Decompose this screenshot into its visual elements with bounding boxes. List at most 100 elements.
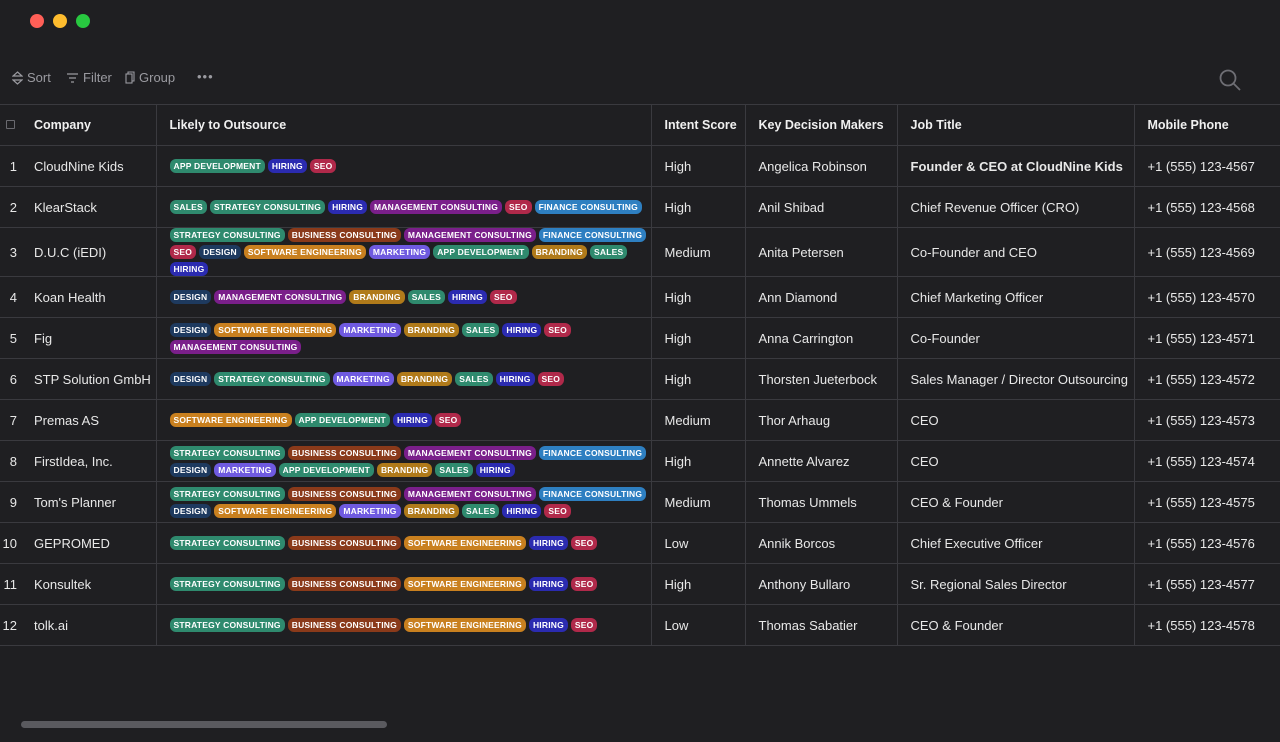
- company-cell[interactable]: Tom's Planner: [21, 481, 156, 523]
- decision-maker-cell[interactable]: Thomas Sabatier: [744, 604, 897, 646]
- intent-score-cell[interactable]: Medium: [650, 227, 745, 277]
- decision-maker-cell[interactable]: Anil Shibad: [744, 186, 897, 228]
- tags-cell[interactable]: STRATEGY CONSULTING BUSINESS CONSULTING MA…: [155, 481, 651, 523]
- tag-chip[interactable]: STRATEGY CONSULTING: [169, 228, 285, 242]
- job-title-cell[interactable]: Sr. Regional Sales Director: [896, 563, 1134, 605]
- tag-chip[interactable]: HIRING: [495, 372, 535, 386]
- tag-chip[interactable]: MARKETING: [339, 322, 401, 337]
- mobile-phone-cell[interactable]: +1 (555) 123-4577: [1133, 563, 1280, 605]
- company-cell[interactable]: Fig: [21, 317, 156, 359]
- tag-chip[interactable]: BUSINESS CONSULTING: [287, 618, 401, 632]
- tag-chip[interactable]: HIRING: [392, 413, 432, 427]
- intent-score-cell[interactable]: High: [650, 440, 745, 482]
- tag-chip[interactable]: STRATEGY CONSULTING: [214, 372, 330, 386]
- decision-maker-cell[interactable]: Anita Petersen: [744, 227, 897, 277]
- tag-chip[interactable]: HIRING: [502, 503, 542, 518]
- table-row[interactable]: 4 Koan Health DESIGN MANAGEMENT CONSULTING B…: [0, 276, 1280, 318]
- tags-cell[interactable]: APP DEVELOPMENT HIRING SEO: [155, 145, 651, 187]
- mobile-phone-cell[interactable]: +1 (555) 123-4570: [1133, 276, 1280, 318]
- job-title-cell[interactable]: Chief Marketing Officer: [896, 276, 1134, 318]
- tag-chip[interactable]: MARKETING: [332, 372, 394, 386]
- intent-score-cell[interactable]: Medium: [650, 481, 745, 523]
- tag-chip[interactable]: STRATEGY CONSULTING: [169, 577, 285, 591]
- table-row[interactable]: 7 Premas AS SOFTWARE ENGINEERING APP DEVELO…: [0, 399, 1280, 441]
- table-row[interactable]: 2 KlearStack SALES STRATEGY CONSULTING HIRIN…: [0, 186, 1280, 228]
- tag-chip[interactable]: SEO: [570, 577, 598, 591]
- tag-chip[interactable]: SEO: [544, 503, 571, 518]
- tag-chip[interactable]: MARKETING: [368, 245, 431, 259]
- tags-cell[interactable]: DESIGN STRATEGY CONSULTING MARKETING BRANDI…: [155, 358, 651, 400]
- table-row[interactable]: 8 FirstIdea, Inc. STRATEGY CONSULTING BUSIN…: [0, 440, 1280, 482]
- tag-chip[interactable]: BUSINESS CONSULTING: [287, 536, 401, 550]
- table-row[interactable]: 10 GEPROMED STRATEGY CONSULTING BUSINESS CO…: [0, 522, 1280, 564]
- intent-score-cell[interactable]: High: [650, 276, 745, 318]
- tag-chip[interactable]: STRATEGY CONSULTING: [209, 200, 326, 214]
- decision-maker-cell[interactable]: Thomas Ummels: [744, 481, 897, 523]
- tag-chip[interactable]: MANAGEMENT CONSULTING: [370, 200, 503, 214]
- tags-cell[interactable]: DESIGN SOFTWARE ENGINEERING MARKETING BRAND…: [155, 317, 651, 359]
- tag-chip[interactable]: HIRING: [528, 577, 568, 591]
- column-header-job-title[interactable]: Job Title: [896, 104, 1134, 146]
- tag-chip[interactable]: DESIGN: [169, 372, 212, 386]
- job-title-cell[interactable]: Co-Founder and CEO: [896, 227, 1134, 277]
- company-cell[interactable]: D.U.C (iEDI): [21, 227, 156, 277]
- mobile-phone-cell[interactable]: +1 (555) 123-4578: [1133, 604, 1280, 646]
- intent-score-cell[interactable]: High: [650, 317, 745, 359]
- tag-chip[interactable]: BRANDING: [403, 322, 460, 337]
- tag-chip[interactable]: APP DEVELOPMENT: [294, 413, 390, 427]
- mobile-phone-cell[interactable]: +1 (555) 123-4574: [1133, 440, 1280, 482]
- tag-chip[interactable]: SALES: [435, 462, 473, 477]
- tag-chip[interactable]: MARKETING: [339, 503, 401, 518]
- tag-chip[interactable]: FINANCE CONSULTING: [538, 228, 647, 242]
- tags-cell[interactable]: STRATEGY CONSULTING BUSINESS CONSULTING MA…: [155, 440, 651, 482]
- company-cell[interactable]: STP Solution GmbH: [21, 358, 156, 400]
- tag-chip[interactable]: DESIGN: [169, 290, 212, 304]
- horizontal-scrollbar[interactable]: [21, 721, 387, 728]
- tag-chip[interactable]: HIRING: [475, 462, 515, 477]
- tag-chip[interactable]: SALES: [455, 372, 493, 386]
- table-row[interactable]: 3 D.U.C (iEDI) STRATEGY CONSULTING BUSINESS…: [0, 227, 1280, 277]
- tag-chip[interactable]: BRANDING: [531, 245, 587, 259]
- job-title-cell[interactable]: Sales Manager / Director Outsourcing: [896, 358, 1134, 400]
- tags-cell[interactable]: STRATEGY CONSULTING BUSINESS CONSULTING SO…: [155, 522, 651, 564]
- mobile-phone-cell[interactable]: +1 (555) 123-4568: [1133, 186, 1280, 228]
- tag-chip[interactable]: SEO: [309, 159, 337, 173]
- company-cell[interactable]: FirstIdea, Inc.: [21, 440, 156, 482]
- tag-chip[interactable]: HIRING: [528, 536, 568, 550]
- company-cell[interactable]: tolk.ai: [21, 604, 156, 646]
- column-header-likely-to-outsource[interactable]: Likely to Outsource: [155, 104, 651, 146]
- job-title-cell[interactable]: CEO: [896, 440, 1134, 482]
- job-title-cell[interactable]: CEO & Founder: [896, 604, 1134, 646]
- company-cell[interactable]: Konsultek: [21, 563, 156, 605]
- tag-chip[interactable]: APP DEVELOPMENT: [169, 159, 265, 173]
- tag-chip[interactable]: APP DEVELOPMENT: [433, 245, 529, 259]
- tag-chip[interactable]: SOFTWARE ENGINEERING: [403, 618, 526, 632]
- job-title-cell[interactable]: Founder & CEO at CloudNine Kids: [896, 145, 1134, 187]
- intent-score-cell[interactable]: High: [650, 358, 745, 400]
- mobile-phone-cell[interactable]: +1 (555) 123-4573: [1133, 399, 1280, 441]
- tags-cell[interactable]: STRATEGY CONSULTING BUSINESS CONSULTING SO…: [155, 604, 651, 646]
- tag-chip[interactable]: SEO: [570, 618, 598, 632]
- tag-chip[interactable]: SOFTWARE ENGINEERING: [243, 245, 366, 259]
- tag-chip[interactable]: MANAGEMENT CONSULTING: [214, 290, 347, 304]
- tag-chip[interactable]: STRATEGY CONSULTING: [169, 445, 285, 460]
- close-window-button[interactable]: [30, 14, 44, 28]
- tag-chip[interactable]: SEO: [505, 200, 532, 214]
- decision-maker-cell[interactable]: Thor Arhaug: [744, 399, 897, 441]
- tag-chip[interactable]: SEO: [537, 372, 565, 386]
- minimize-window-button[interactable]: [53, 14, 67, 28]
- job-title-cell[interactable]: Chief Revenue Officer (CRO): [896, 186, 1134, 228]
- tag-chip[interactable]: BRANDING: [396, 372, 453, 386]
- decision-maker-cell[interactable]: Thorsten Jueterbock: [744, 358, 897, 400]
- job-title-cell[interactable]: CEO & Founder: [896, 481, 1134, 523]
- more-options-button[interactable]: •••: [197, 69, 214, 84]
- table-row[interactable]: 6 STP Solution GmbH DESIGN STRATEGY CONSULT…: [0, 358, 1280, 400]
- tag-chip[interactable]: BUSINESS CONSULTING: [287, 228, 401, 242]
- mobile-phone-cell[interactable]: +1 (555) 123-4571: [1133, 317, 1280, 359]
- tag-chip[interactable]: SALES: [462, 503, 500, 518]
- table-row[interactable]: 9 Tom's Planner STRATEGY CONSULTING BUSINES…: [0, 481, 1280, 523]
- mobile-phone-cell[interactable]: +1 (555) 123-4569: [1133, 227, 1280, 277]
- job-title-cell[interactable]: Co-Founder: [896, 317, 1134, 359]
- table-row[interactable]: 1 CloudNine Kids APP DEVELOPMENT HIRING SEO H…: [0, 145, 1280, 187]
- tag-chip[interactable]: BUSINESS CONSULTING: [287, 577, 401, 591]
